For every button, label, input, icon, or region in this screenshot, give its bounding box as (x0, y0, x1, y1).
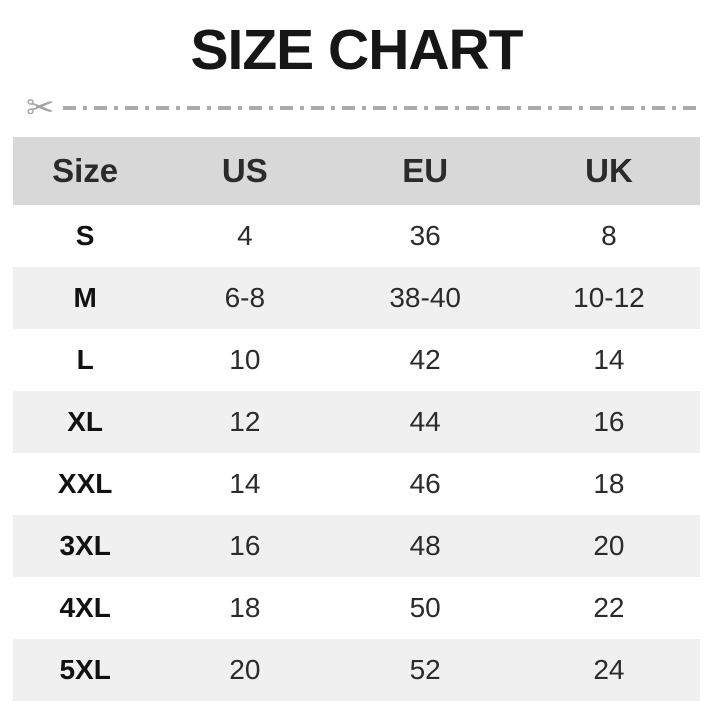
cell-size: 5XL (59, 654, 111, 685)
cell-eu: 48 (409, 530, 441, 561)
cell-us: 4 (237, 220, 253, 251)
cell-us: 14 (229, 468, 261, 499)
size-chart-table: Size US EU UK S 4 36 8 M 6-8 38-40 10-12… (13, 137, 700, 701)
page-title: SIZE CHART (190, 18, 524, 82)
cell-size: XL (67, 406, 104, 437)
cell-eu: 42 (409, 344, 441, 375)
table-row-l: L 10 42 14 (13, 329, 700, 391)
table-row-3xl: 3XL 16 48 20 (13, 515, 700, 577)
cell-size: 3XL (59, 530, 111, 561)
cell-uk: 8 (601, 220, 617, 251)
cell-eu: 36 (409, 220, 441, 251)
cell-eu: 52 (409, 654, 441, 685)
table-row-5xl: 5XL 20 52 24 (13, 639, 700, 701)
cell-size: L (76, 344, 94, 375)
table-row-m: M 6-8 38-40 10-12 (13, 267, 700, 329)
cell-size: XXL (57, 468, 113, 499)
cell-uk: 14 (593, 344, 625, 375)
cell-us: 12 (229, 406, 261, 437)
scissors-icon: ✂ (26, 89, 55, 127)
cell-size: 4XL (59, 592, 111, 623)
cell-uk: 16 (593, 406, 625, 437)
table-row-xl: XL 12 44 16 (13, 391, 700, 453)
cell-uk: 20 (593, 530, 625, 561)
cell-eu: 46 (409, 468, 441, 499)
cell-us: 20 (229, 654, 261, 685)
dashed-cut-line (62, 106, 703, 110)
cell-us: 16 (229, 530, 261, 561)
column-header-size: Size (52, 152, 119, 189)
cell-uk: 18 (593, 468, 625, 499)
cell-eu: 38-40 (389, 282, 461, 313)
table-row-s: S 4 36 8 (13, 205, 700, 267)
cell-eu: 50 (409, 592, 441, 623)
cell-size: M (73, 282, 97, 313)
cell-us: 6-8 (224, 282, 266, 313)
table-row-4xl: 4XL 18 50 22 (13, 577, 700, 639)
column-header-us: US (221, 152, 268, 189)
cell-us: 10 (229, 344, 261, 375)
cell-uk: 10-12 (573, 282, 645, 313)
column-header-eu: EU (402, 152, 449, 189)
column-header-uk: UK (585, 152, 633, 189)
cell-eu: 44 (409, 406, 441, 437)
cut-line: ✂ (26, 89, 703, 127)
cell-uk: 22 (593, 592, 625, 623)
cell-uk: 24 (593, 654, 625, 685)
table-header-row: Size US EU UK (13, 137, 700, 205)
cell-us: 18 (229, 592, 261, 623)
cell-size: S (75, 220, 95, 251)
table-row-xxl: XXL 14 46 18 (13, 453, 700, 515)
